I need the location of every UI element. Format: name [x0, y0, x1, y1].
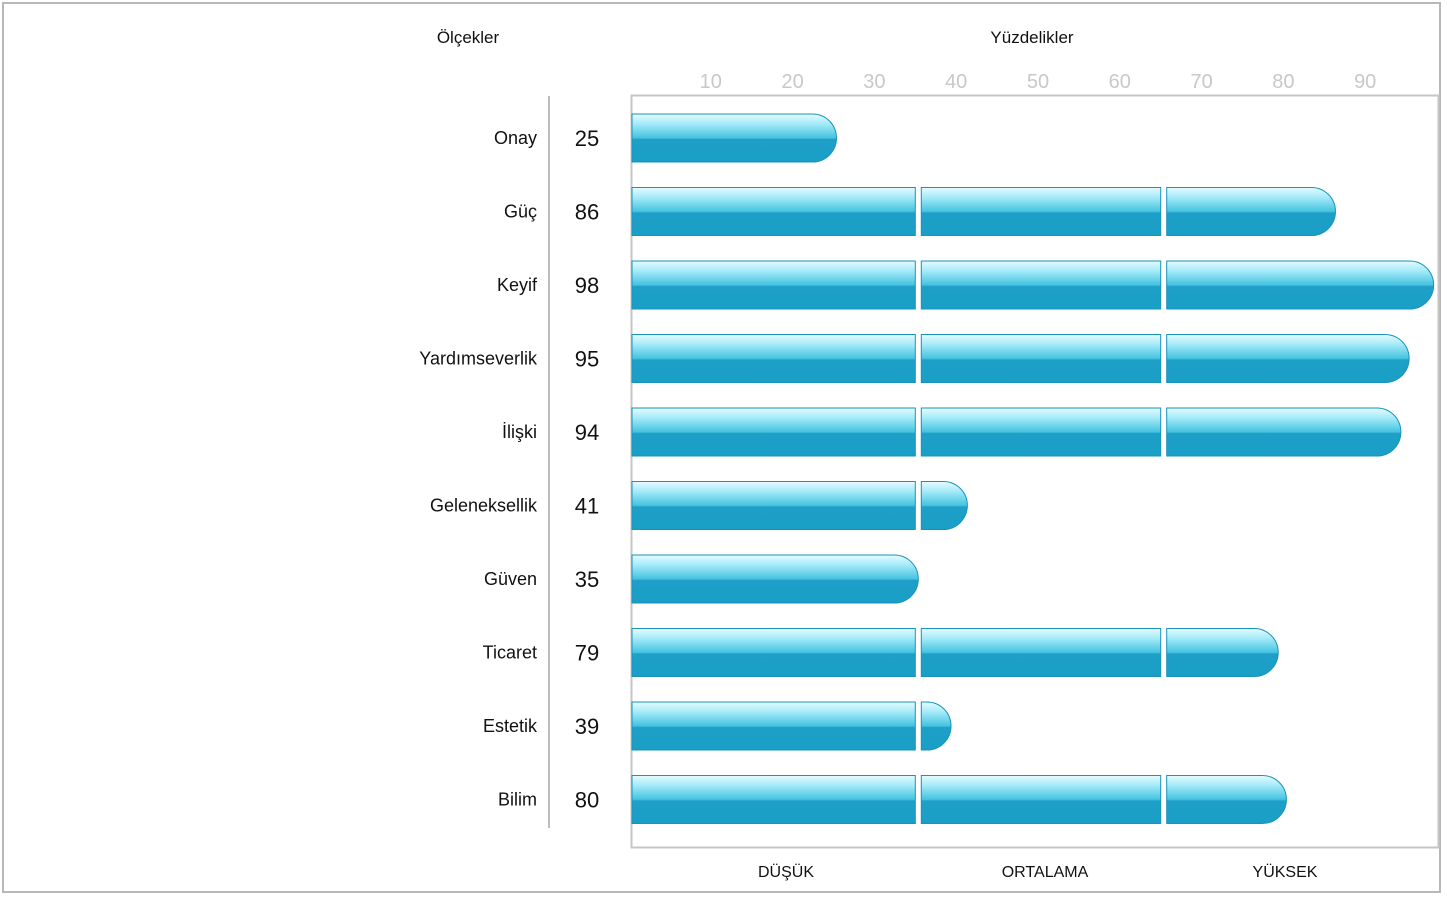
bar-segment — [920, 628, 1162, 677]
tick-labels: 10 20 30 40 50 60 70 80 90 — [700, 71, 1377, 93]
category-label: Estetik — [483, 716, 538, 736]
bar-row-6: Güven 35 — [484, 554, 919, 604]
tick-label-30: 30 — [863, 71, 885, 93]
tick-label-50: 50 — [1027, 71, 1049, 93]
bar-segment — [1166, 628, 1279, 677]
value-label: 95 — [575, 347, 599, 372]
band-label-2: YÜKSEK — [1253, 863, 1318, 881]
bar-row-7: Ticaret 79 — [483, 628, 1279, 677]
row-header: Ölçekler — [437, 28, 500, 47]
category-label: Onay — [494, 128, 537, 148]
bar-segment — [631, 260, 916, 310]
bar-segment — [631, 407, 916, 457]
bar-rows: Onay 25 Güç 86 Keyif 98 Yardımseverlik 95 İlişki… — [419, 113, 1435, 824]
tick-label-10: 10 — [700, 71, 722, 93]
tick-label-40: 40 — [945, 71, 967, 93]
bar-segment — [1166, 187, 1336, 236]
bar-segment — [920, 701, 952, 751]
bar-segment — [1166, 334, 1410, 383]
category-label: Yardımseverlik — [419, 349, 538, 369]
bar-row-1: Güç 86 — [504, 187, 1336, 236]
value-label: 35 — [575, 567, 599, 592]
plot-area — [630, 94, 1440, 849]
bar-segment — [631, 554, 919, 604]
bar-segment — [631, 481, 916, 530]
band-labels: DÜŞÜK ORTALAMA YÜKSEK — [758, 863, 1318, 881]
bar-segment — [1166, 775, 1287, 824]
bar-segment — [920, 334, 1162, 383]
category-label: Ticaret — [483, 643, 537, 663]
bar-segment — [920, 407, 1162, 457]
bar-segment — [631, 775, 916, 824]
band-label-0: DÜŞÜK — [758, 863, 814, 881]
bar-row-5: Geleneksellik 41 — [430, 481, 968, 530]
bar-segment — [920, 187, 1162, 236]
axis-title: Yüzdelikler — [990, 28, 1073, 47]
value-label: 80 — [575, 788, 599, 813]
category-label: Güven — [484, 569, 537, 589]
category-label: Bilim — [498, 790, 537, 810]
category-label: Keyif — [497, 275, 538, 295]
bar-segment — [631, 334, 916, 383]
value-label: 86 — [575, 200, 599, 225]
category-label: İlişki — [502, 422, 537, 442]
category-label: Güç — [504, 202, 537, 222]
bar-segment — [631, 113, 838, 163]
tick-label-90: 90 — [1354, 71, 1376, 93]
tick-label-20: 20 — [781, 71, 803, 93]
bar-segment — [631, 628, 916, 677]
bar-segment — [920, 775, 1162, 824]
value-label: 25 — [575, 126, 599, 151]
bar-segment — [631, 701, 916, 751]
tick-label-80: 80 — [1272, 71, 1294, 93]
bar-row-8: Estetik 39 — [483, 701, 952, 751]
bar-row-0: Onay 25 — [494, 113, 838, 163]
bar-row-2: Keyif 98 — [497, 260, 1435, 310]
category-label: Geleneksellik — [430, 496, 538, 516]
bar-row-3: Yardımseverlik 95 — [419, 334, 1410, 383]
bar-row-9: Bilim 80 — [498, 775, 1287, 824]
value-label: 98 — [575, 273, 599, 298]
tick-label-60: 60 — [1109, 71, 1131, 93]
bar-segment — [920, 260, 1162, 310]
tick-label-70: 70 — [1190, 71, 1212, 93]
value-label: 39 — [575, 714, 599, 739]
value-label: 41 — [575, 494, 599, 519]
value-label: 79 — [575, 641, 599, 666]
value-label: 94 — [575, 420, 599, 445]
bar-row-4: İlişki 94 — [502, 407, 1402, 457]
band-label-1: ORTALAMA — [1002, 864, 1089, 881]
bar-segment — [920, 481, 968, 530]
bar-segment — [1166, 407, 1402, 457]
bar-segment — [1166, 260, 1435, 310]
bar-segment — [631, 187, 916, 236]
